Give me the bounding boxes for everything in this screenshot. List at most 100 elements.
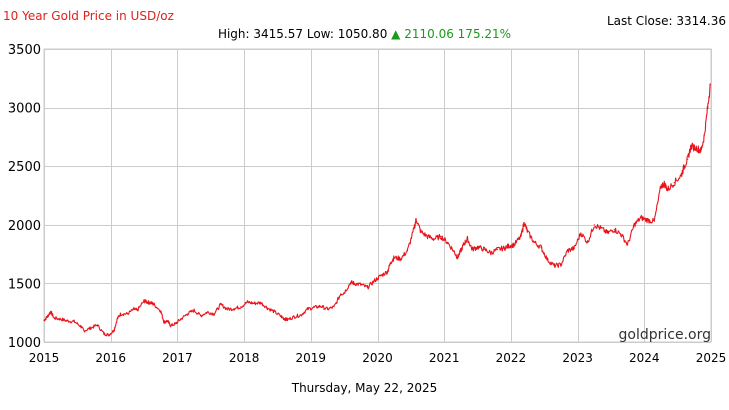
data-point <box>343 292 345 294</box>
data-point <box>220 303 222 306</box>
price-stats: High: 3415.57 Low: 1050.80 ▲ 2110.06 175… <box>0 27 729 41</box>
y-tick-label: 3500 <box>8 43 41 58</box>
data-point <box>386 271 389 273</box>
x-tick-label: 2015 <box>29 351 60 365</box>
data-point <box>653 220 655 222</box>
high-value: 3415.57 <box>253 27 304 41</box>
data-point <box>286 319 289 321</box>
data-point <box>353 282 355 284</box>
y-tick-label: 2500 <box>8 160 41 175</box>
gold-price-line <box>43 83 711 337</box>
data-point <box>463 243 465 245</box>
x-tick-label: 2019 <box>296 351 327 365</box>
x-tick-label: 2025 <box>696 351 727 365</box>
data-point <box>587 241 589 243</box>
data-point <box>233 308 235 310</box>
data-point <box>560 264 562 266</box>
data-point <box>415 218 417 220</box>
chart-title: 10 Year Gold Price in USD/oz <box>3 9 174 23</box>
data-point <box>326 308 329 310</box>
data-point <box>373 280 375 282</box>
data-point <box>690 145 692 147</box>
data-point <box>640 217 642 219</box>
data-point <box>313 306 315 308</box>
data-point <box>50 310 52 313</box>
data-point <box>620 233 622 235</box>
data-point <box>440 235 442 238</box>
data-point <box>520 235 522 238</box>
data-point <box>400 258 402 260</box>
y-tick-label: 1500 <box>8 277 41 292</box>
data-point <box>497 248 499 250</box>
data-point <box>333 306 335 308</box>
data-point <box>306 308 309 310</box>
data-point <box>426 235 429 238</box>
data-point <box>523 221 525 224</box>
data-point <box>300 314 302 316</box>
up-arrow-icon: ▲ <box>391 27 401 41</box>
data-point <box>700 150 702 152</box>
data-point <box>143 300 145 302</box>
data-point <box>146 301 148 303</box>
x-tick-label: 2016 <box>95 351 126 365</box>
data-point <box>153 303 155 306</box>
data-point <box>73 320 75 323</box>
low-label: Low: <box>306 27 334 41</box>
data-point <box>240 306 242 308</box>
y-tick-label: 1000 <box>8 336 41 351</box>
data-point <box>683 165 685 167</box>
data-point <box>466 238 469 240</box>
data-point <box>697 148 699 150</box>
change-value: 2110.06 <box>404 27 454 41</box>
data-point <box>120 313 122 315</box>
data-point <box>567 250 569 252</box>
data-point <box>393 257 395 259</box>
last-close-value: 3314.36 <box>676 14 726 28</box>
data-point <box>213 313 215 315</box>
data-point <box>553 265 555 267</box>
data-point <box>460 250 462 252</box>
data-point <box>320 305 322 307</box>
data-point <box>660 185 662 187</box>
data-point <box>613 228 615 231</box>
data-point <box>53 317 55 319</box>
data-point <box>46 316 48 318</box>
data-point <box>446 241 449 243</box>
data-point <box>593 224 595 226</box>
data-point <box>280 315 282 317</box>
data-point <box>180 318 182 320</box>
data-point <box>340 293 342 295</box>
data-point <box>103 333 105 335</box>
low-value: 1050.80 <box>337 27 388 41</box>
data-point <box>490 252 492 254</box>
data-point <box>433 238 435 240</box>
data-point <box>413 227 415 229</box>
x-tick-label: 2021 <box>429 351 460 365</box>
data-point <box>709 83 711 85</box>
data-point <box>166 320 168 322</box>
data-point <box>160 310 162 312</box>
data-point <box>273 310 275 313</box>
data-point <box>471 248 473 250</box>
data-point <box>703 135 705 137</box>
data-point <box>150 302 152 304</box>
x-tick-label: 2017 <box>162 351 193 365</box>
data-point <box>186 313 188 315</box>
data-point <box>380 275 382 277</box>
data-point <box>680 175 682 177</box>
data-point <box>360 284 362 286</box>
data-point <box>607 232 609 234</box>
data-point <box>453 251 455 253</box>
data-point <box>83 330 85 332</box>
data-point <box>43 319 45 321</box>
data-point <box>293 316 295 318</box>
data-point <box>266 307 268 309</box>
data-point <box>533 241 535 243</box>
data-point <box>200 315 202 317</box>
data-point <box>687 158 689 160</box>
watermark: goldprice.org <box>618 327 711 343</box>
data-point <box>163 321 165 323</box>
data-point <box>193 309 195 311</box>
data-point <box>60 318 62 320</box>
